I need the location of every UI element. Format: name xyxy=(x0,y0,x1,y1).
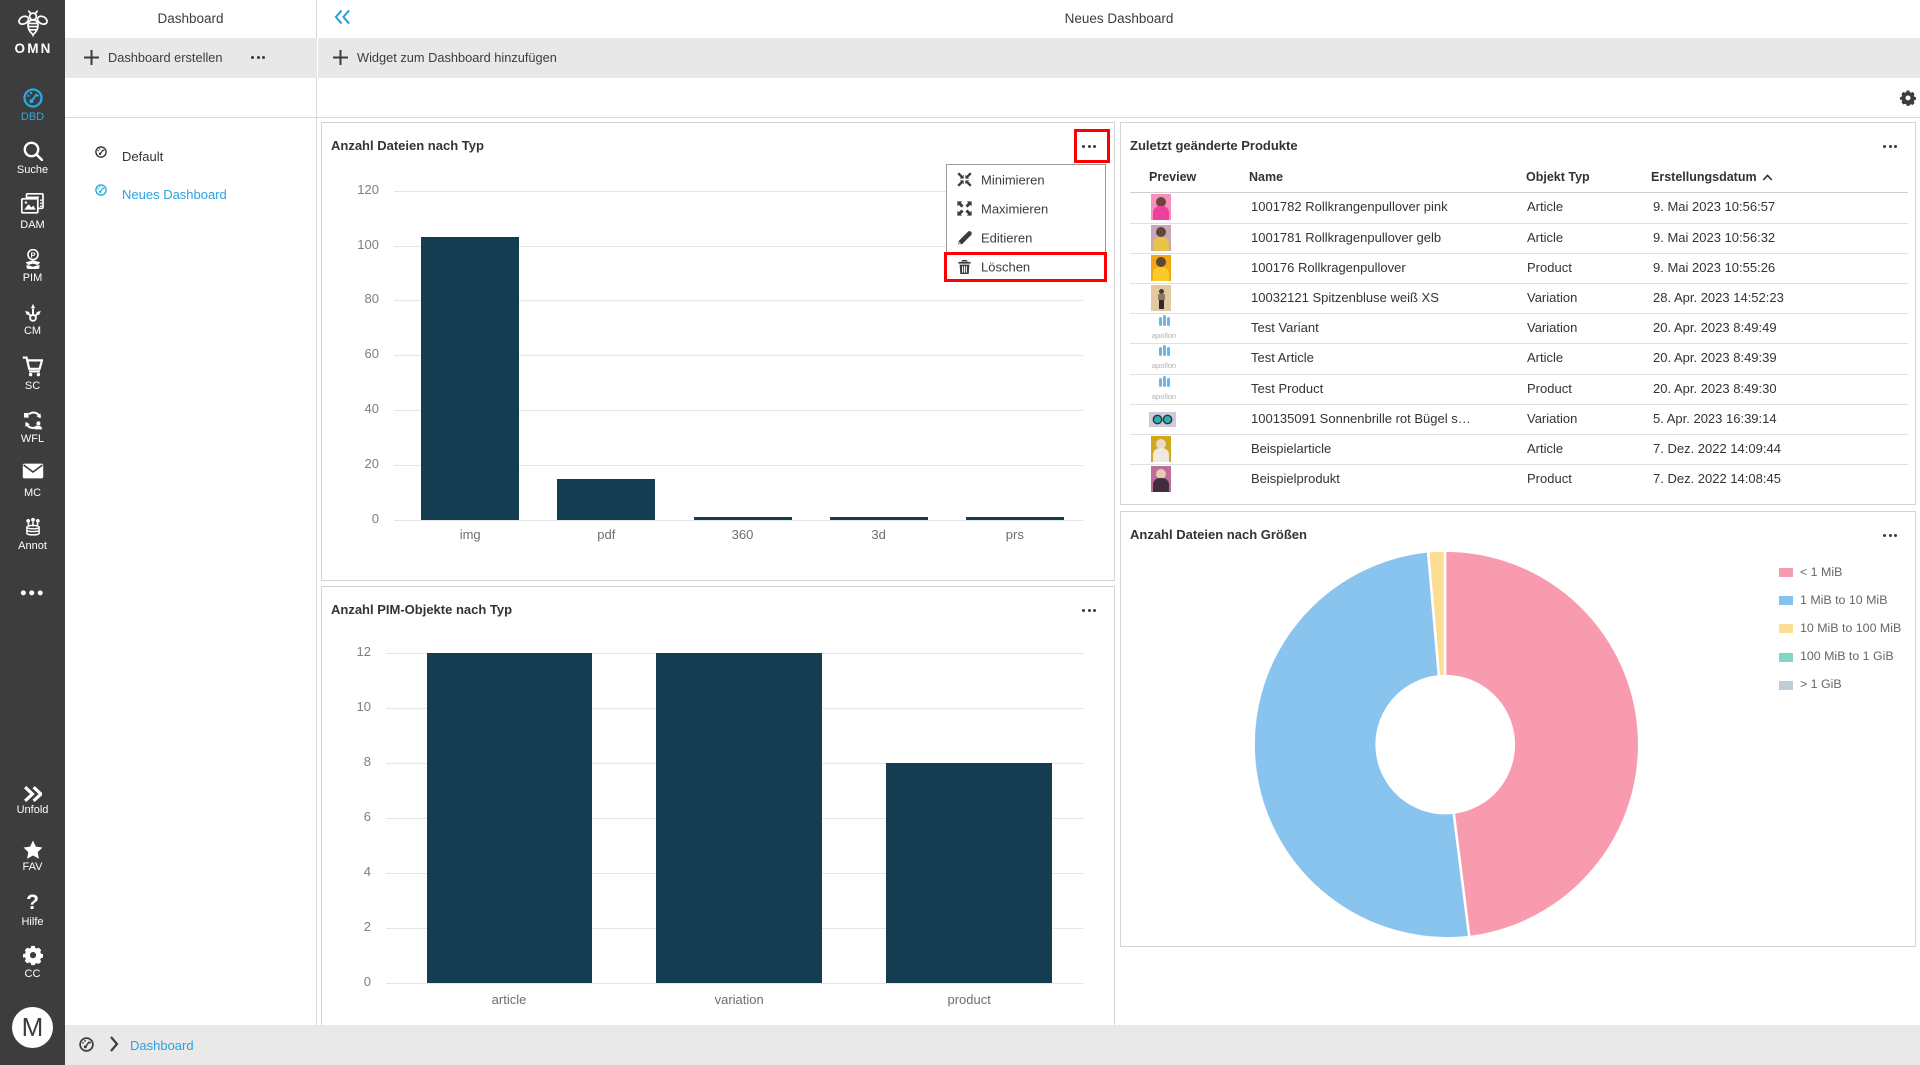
svg-text:apollon: apollon xyxy=(1152,361,1176,370)
svg-text:apollon: apollon xyxy=(1152,392,1176,401)
svg-text:apollon: apollon xyxy=(1152,331,1176,340)
